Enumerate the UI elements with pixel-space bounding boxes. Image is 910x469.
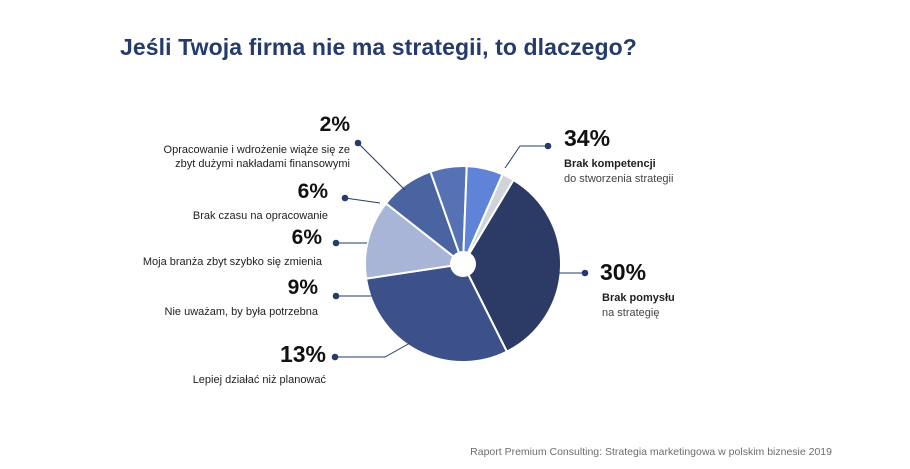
pie-center-hole bbox=[450, 251, 476, 277]
leader-dot-5 bbox=[341, 194, 349, 202]
source-note: Raport Premium Consulting: Strategia mar… bbox=[470, 446, 832, 458]
slice-category-label-3-0: Nie uważam, by była potrzebna bbox=[165, 306, 319, 318]
slice-percent-label-4: 6% bbox=[292, 226, 323, 249]
slice-category-label-0-0: Brak kompetencji bbox=[564, 158, 656, 170]
slice-percent-label-5: 6% bbox=[298, 180, 329, 203]
chart-title: Jeśli Twoja firma nie ma strategii, to d… bbox=[120, 34, 637, 60]
leader-line-2 bbox=[335, 342, 411, 358]
slice-percent-label-2: 13% bbox=[280, 341, 326, 367]
slice-percent-label-6: 2% bbox=[320, 113, 351, 136]
leader-dot-0 bbox=[544, 142, 552, 150]
slice-category-label-1-1: na strategię bbox=[602, 307, 659, 319]
slice-category-label-2-0: Lepiej działać niż planować bbox=[193, 374, 327, 386]
leader-line-0 bbox=[504, 145, 548, 169]
leader-dot-3 bbox=[332, 292, 340, 300]
slice-category-label-5-0: Brak czasu na opracowanie bbox=[193, 210, 328, 222]
slice-category-label-0-1: do stworzenia strategii bbox=[564, 173, 673, 185]
pie-slice-1 bbox=[364, 262, 509, 363]
pie-slice-2 bbox=[364, 201, 466, 280]
slice-percent-label-0: 34% bbox=[564, 125, 610, 151]
slice-category-label-4-0: Moja branża zbyt szybko się zmienia bbox=[143, 256, 323, 268]
pie-slice-6 bbox=[462, 173, 515, 265]
leader-line-5 bbox=[344, 197, 381, 204]
leader-dot-6 bbox=[354, 139, 362, 147]
slice-category-label-6-0: Opracowanie i wdrożenie wiąże się ze bbox=[164, 144, 350, 156]
leader-dot-1 bbox=[581, 269, 589, 277]
slice-percent-label-3: 9% bbox=[288, 276, 319, 299]
pie-slice-0 bbox=[461, 178, 562, 353]
leader-dot-2 bbox=[331, 353, 339, 361]
slice-category-label-1-0: Brak pomysłu bbox=[602, 292, 675, 304]
slice-category-label-6-1: zbyt dużymi nakładami finansowymi bbox=[175, 158, 350, 170]
slice-percent-label-1: 30% bbox=[600, 259, 646, 285]
leader-line-6 bbox=[357, 142, 406, 191]
leader-dot-4 bbox=[332, 239, 340, 247]
